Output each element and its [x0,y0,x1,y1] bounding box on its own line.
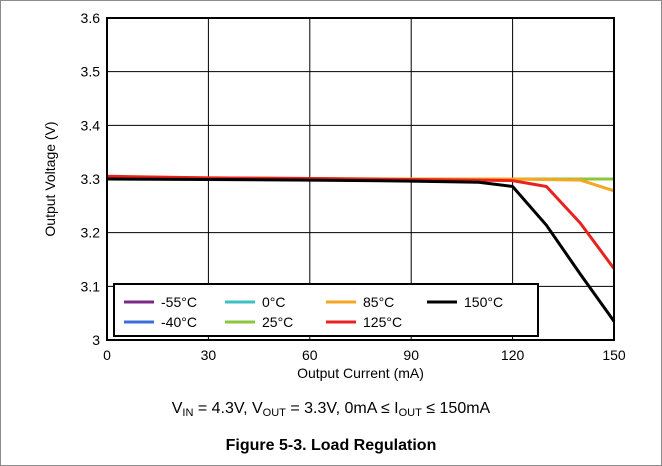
vout-symbol: V [252,400,263,417]
y-axis-label: Output Voltage (V) [42,121,58,236]
x-tick-label-5: 150 [602,347,626,363]
legend-label-4: 85°C [363,294,394,310]
vout-value: = 3.3V, 0mA ≤ [285,400,395,417]
load-regulation-chart: 0 30 60 90 120 150 3 3.1 3.2 3.3 3.4 3.5 3.6 Output C… [42,10,626,381]
x-tick-label-1: 30 [201,347,217,363]
x-tick-label-0: 0 [103,347,111,363]
legend-label-5: 125°C [363,314,402,330]
series-line-6 [106,177,616,323]
iout-symbol: I [394,400,399,417]
iout-subscript: OUT [398,407,422,419]
vin-subscript: IN [182,407,194,419]
vin-symbol: V [171,400,183,417]
legend: -55°C 0°C 85°C 150°C -40°C 25°C 125°C [113,283,539,337]
x-axis-label: Output Current (mA) [297,365,424,381]
y-tick-label-4: 3.4 [81,117,101,133]
y-tick-label-1: 3.1 [81,278,101,294]
test-conditions: VIN = 4.3V, VOUT = 3.3V, 0mA ≤ IOUT ≤ 15… [0,400,662,419]
series-line-5 [106,174,616,270]
y-tick-label-3: 3.3 [81,171,101,187]
x-tick-label-2: 60 [302,347,318,363]
figure-caption: Figure 5-3. Load Regulation [225,437,437,454]
x-tick-label-3: 90 [403,347,419,363]
y-tick-label-5: 3.5 [81,64,101,80]
legend-label-3: 25°C [262,314,293,330]
legend-label-1: -40°C [161,314,197,330]
y-tick-label-2: 3.2 [81,225,101,241]
iout-value: ≤ 150mA [421,400,491,417]
legend-label-2: 0°C [262,294,286,310]
y-tick-label-6: 3.6 [81,10,101,26]
vin-value: = 4.3V, [193,400,252,417]
x-tick-label-4: 120 [501,347,525,363]
plot-border [106,17,615,341]
legend-box [113,283,539,337]
legend-label-6: 150°C [464,294,503,310]
vout-subscript: OUT [262,407,286,419]
legend-label-0: -55°C [161,294,197,310]
y-tick-label-0: 3 [92,332,100,348]
